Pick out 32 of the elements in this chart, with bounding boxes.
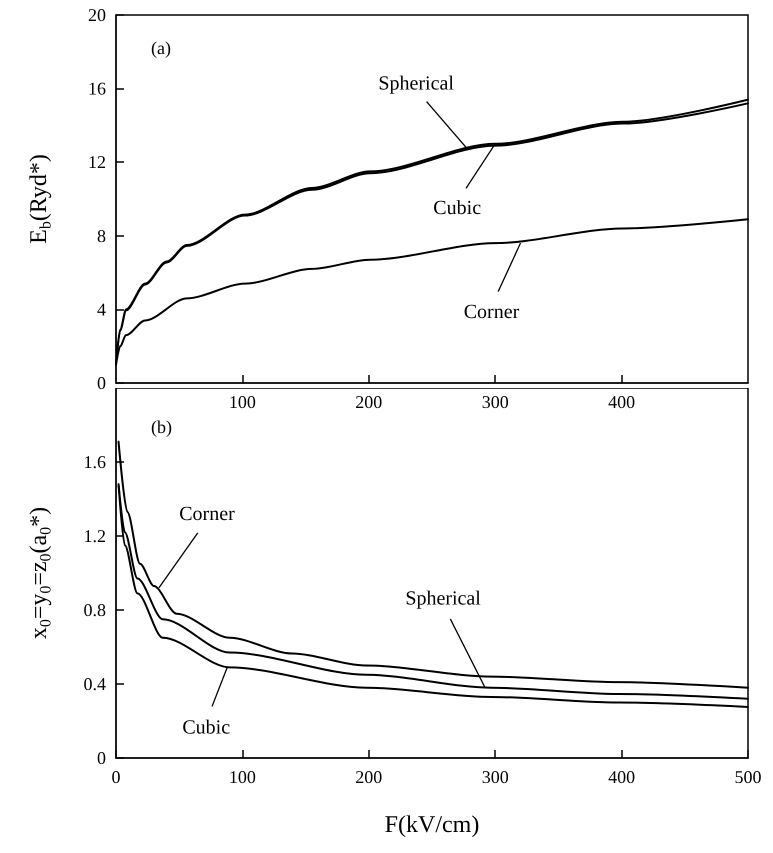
x-tick-label: 500 [734, 767, 762, 787]
y-tick-label: 1.6 [84, 452, 106, 472]
text: x0=y0=z0(a0*) [26, 506, 54, 640]
y-axis-title: Eb(Ryd*) [26, 154, 54, 244]
annotation: (a) [151, 38, 171, 58]
annotation: Spherical [378, 72, 454, 94]
y-tick-label: 0 [97, 373, 106, 393]
annotation: (b) [151, 417, 172, 437]
x-tick-label: 100 [228, 767, 256, 787]
y-tick-label: 16 [88, 78, 106, 99]
annotation: Cubic [182, 716, 230, 738]
annotation: Corner [464, 301, 520, 324]
x-tick-label: 400 [608, 767, 636, 787]
y-tick-label: 8 [97, 226, 106, 246]
x-tick-label: 0 [112, 767, 120, 787]
y-tick-label: 1.2 [84, 526, 106, 546]
annotation: Corner [179, 502, 236, 525]
y-tick-label: 12 [88, 152, 106, 172]
y-tick-label: 20 [88, 5, 106, 25]
x-tick-label: 200 [355, 767, 382, 787]
x-tick-label: 200 [355, 392, 382, 412]
x-tick-label: 300 [482, 392, 509, 412]
x-tick-label: 300 [482, 767, 509, 787]
y-tick-label: 0.4 [84, 674, 106, 694]
x-tick-label: 400 [608, 392, 636, 412]
annotation: Spherical [405, 588, 482, 610]
y-tick-label: 4 [97, 299, 106, 320]
annotation: Cubic [433, 196, 482, 219]
y-tick-label: 0.8 [84, 600, 106, 620]
x-tick-label: 100 [228, 392, 256, 412]
y-tick-label: 0 [97, 748, 106, 768]
x-axis-title: F(kV/cm) [384, 812, 480, 838]
